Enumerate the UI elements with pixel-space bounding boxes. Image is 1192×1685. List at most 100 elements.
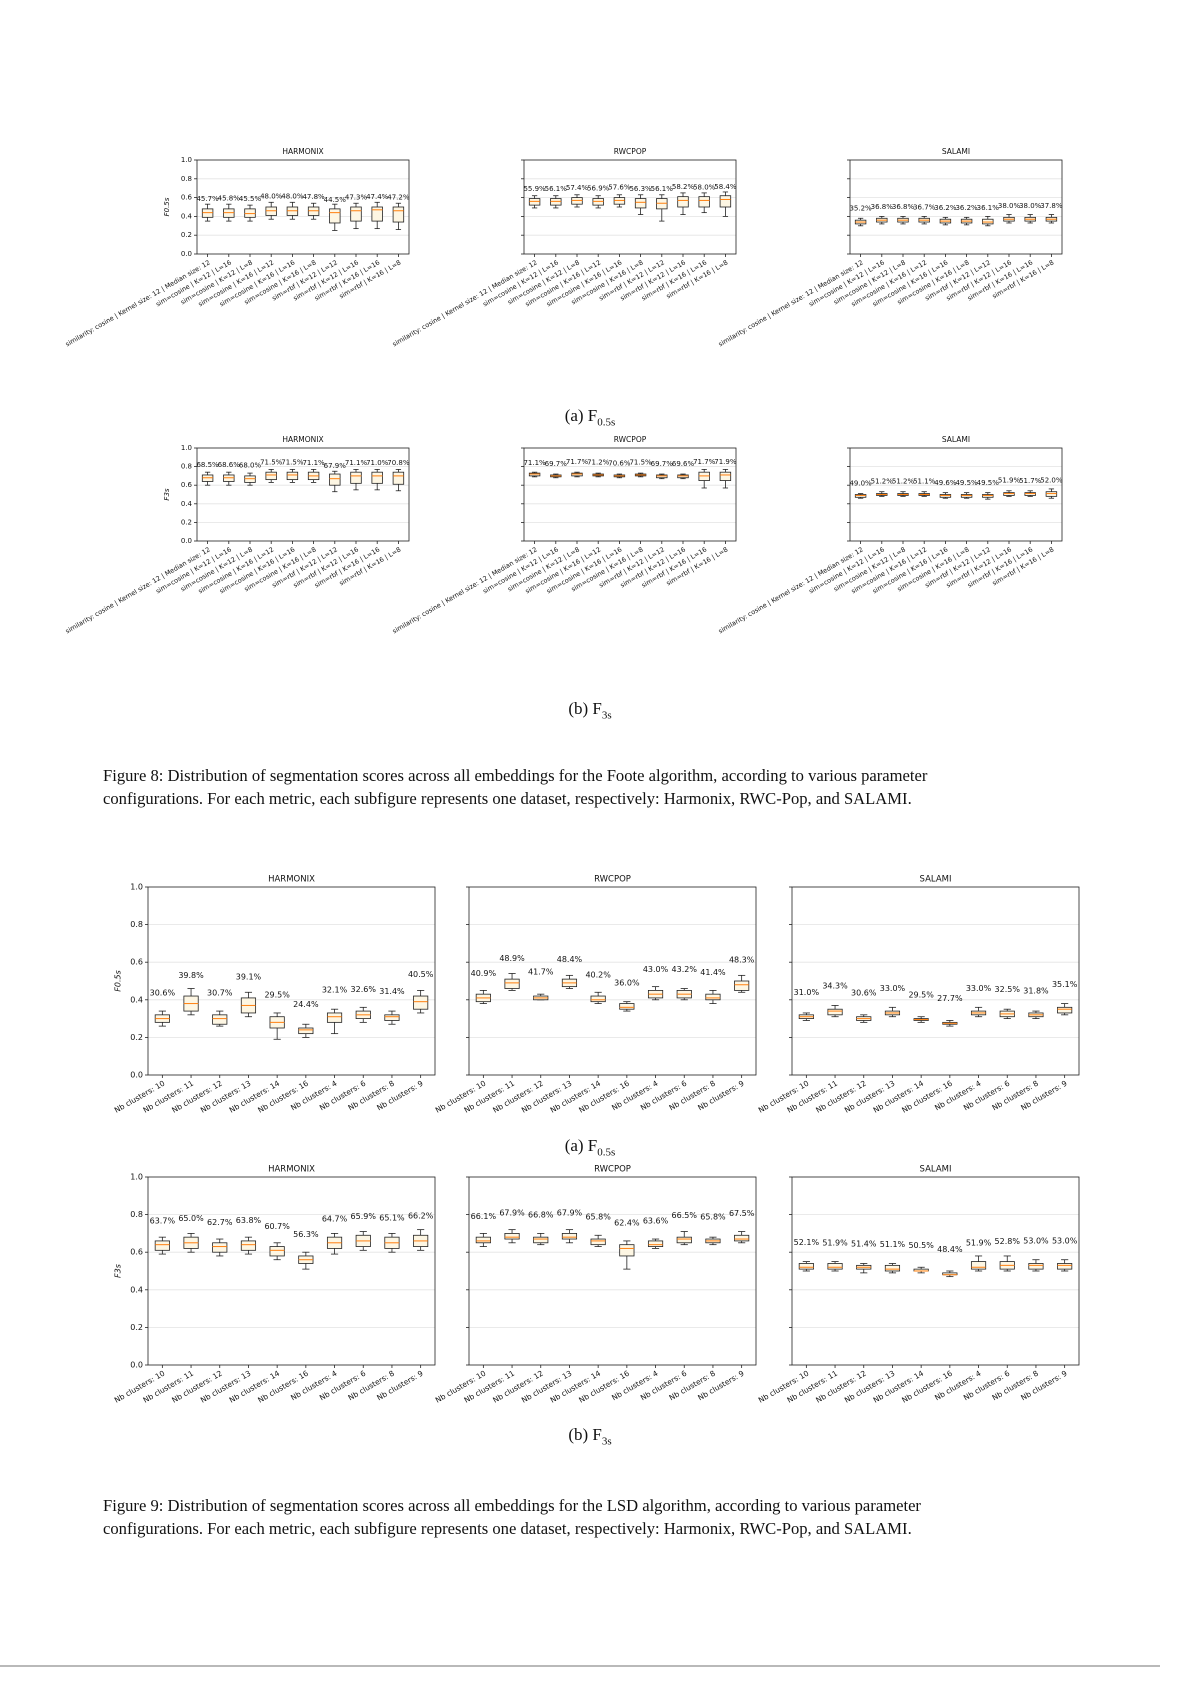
y-tick-label: 1.0 (130, 883, 143, 892)
box (590, 1238, 606, 1246)
value-label: 45.8% (218, 195, 241, 203)
box (392, 206, 405, 223)
figure-caption: Figure 8: Distribution of segmentation s… (103, 766, 928, 808)
value-label: 49.6% (934, 479, 957, 487)
box (1057, 1263, 1073, 1270)
value-label: 71.0% (366, 459, 389, 467)
figure-caption: Figure 9: Distribution of segmentation s… (103, 1496, 921, 1538)
value-label: 39.1% (236, 973, 262, 982)
value-label: 36.2% (934, 204, 957, 212)
box (734, 1234, 750, 1242)
subcaption-text: (b) F (568, 699, 602, 718)
plot-frame (147, 1176, 436, 1366)
value-label: 31.8% (1023, 986, 1049, 995)
value-label: 48.9% (499, 954, 525, 963)
value-label: 51.2% (871, 477, 894, 485)
subcaption: (a) F0.5s (490, 1136, 690, 1158)
value-label: 53.0% (1023, 1236, 1049, 1245)
value-label: 49.0% (849, 479, 872, 487)
value-label: 60.7% (264, 1222, 290, 1231)
value-label: 66.5% (672, 1211, 698, 1220)
x-tick-label: similarity: cosine | Kernel size: 12 | M… (64, 546, 212, 636)
box (1057, 1006, 1073, 1014)
box (298, 1027, 314, 1035)
value-label: 71.7% (566, 458, 589, 466)
value-label: 65.0% (178, 1214, 204, 1223)
y-tick-label: 1.0 (181, 444, 192, 452)
box (590, 995, 606, 1003)
value-label: 36.7% (913, 203, 936, 211)
value-label: 63.6% (643, 1216, 669, 1225)
value-label: 35.1% (1052, 980, 1078, 989)
subcaption-sub: 3s (601, 709, 612, 722)
value-label: 71.9% (714, 458, 737, 466)
chart-title: HARMONIX (282, 147, 323, 156)
value-label: 66.2% (408, 1212, 434, 1221)
box (676, 1236, 692, 1244)
value-label: 65.8% (585, 1212, 611, 1221)
value-label: 38.0% (1019, 202, 1042, 210)
y-tick-label: 0.2 (181, 231, 192, 239)
value-label: 33.0% (966, 984, 992, 993)
value-label: 69.7% (651, 460, 674, 468)
chart-title: SALAMI (942, 435, 970, 444)
value-label: 43.2% (672, 965, 698, 974)
value-label: 65.9% (351, 1212, 377, 1221)
value-label: 71.1% (302, 459, 325, 467)
plot-frame (196, 447, 410, 542)
box (734, 980, 750, 991)
y-tick-label: 0.6 (130, 958, 143, 967)
box (413, 995, 429, 1010)
plot-frame (468, 1176, 757, 1366)
value-label: 30.6% (150, 989, 176, 998)
value-label: 56.3% (629, 185, 652, 193)
value-label: 30.6% (851, 989, 877, 998)
box (504, 978, 520, 989)
box (798, 1263, 814, 1270)
plot-frame (468, 886, 757, 1076)
box (504, 1233, 520, 1240)
value-label: 27.7% (937, 994, 963, 1003)
y-tick-label: 0.4 (130, 995, 143, 1004)
value-label: 40.2% (585, 970, 611, 979)
y-tick-label: 0.2 (181, 518, 192, 526)
value-label: 57.6% (608, 184, 631, 192)
box (329, 208, 341, 224)
value-label: 30.7% (207, 988, 233, 997)
plot-frame (791, 886, 1080, 1076)
value-label: 45.7% (196, 195, 219, 203)
box (265, 471, 277, 481)
plot-frame (196, 159, 410, 255)
value-label: 40.5% (408, 970, 434, 979)
box (475, 1236, 491, 1244)
value-label: 68.5% (196, 461, 219, 469)
value-label: 71.5% (260, 458, 283, 466)
y-tick-label: 0.0 (181, 250, 192, 258)
value-label: 71.1% (523, 459, 546, 467)
value-label: 69.7% (545, 460, 568, 468)
box (350, 206, 362, 222)
value-label: 51.9% (822, 1238, 848, 1247)
value-label: 49.5% (977, 479, 1000, 487)
value-label: 71.1% (345, 459, 368, 467)
plot-frame (849, 447, 1063, 542)
value-label: 48.4% (937, 1245, 963, 1254)
value-label: 41.7% (528, 968, 554, 977)
value-label: 62.4% (614, 1219, 640, 1228)
value-label: 70.8% (387, 459, 410, 467)
value-label: 29.5% (908, 991, 934, 1000)
box (970, 1261, 987, 1270)
value-label: 51.4% (851, 1239, 877, 1248)
y-tick-label: 0.0 (130, 1361, 143, 1370)
value-label: 53.0% (1052, 1236, 1078, 1245)
box (634, 198, 647, 209)
value-label: 58.0% (693, 183, 716, 191)
value-label: 66.1% (471, 1212, 497, 1221)
value-label: 51.2% (892, 477, 915, 485)
box (371, 471, 383, 484)
box (827, 1263, 843, 1270)
box (371, 206, 383, 222)
value-label: 48.0% (260, 193, 283, 201)
value-label: 67.9% (324, 462, 347, 470)
